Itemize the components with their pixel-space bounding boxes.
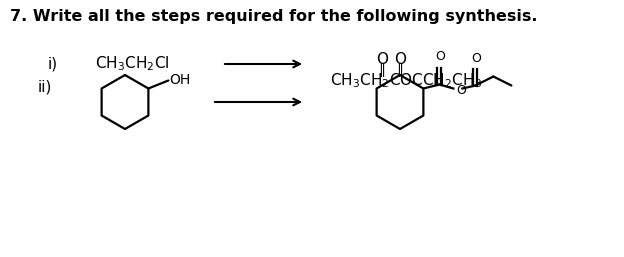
Text: O: O bbox=[456, 84, 466, 97]
Text: i): i) bbox=[48, 57, 58, 71]
Text: ∥: ∥ bbox=[379, 63, 386, 77]
Text: CH$_3$CH$_2$COCCH$_2$CH$_3$: CH$_3$CH$_2$COCCH$_2$CH$_3$ bbox=[330, 72, 482, 90]
Text: 7. Write all the steps required for the following synthesis.: 7. Write all the steps required for the … bbox=[10, 9, 537, 24]
Text: O: O bbox=[436, 50, 446, 63]
Text: OH: OH bbox=[169, 74, 191, 87]
Text: ∥: ∥ bbox=[396, 63, 404, 77]
Text: CH$_3$CH$_2$Cl: CH$_3$CH$_2$Cl bbox=[95, 55, 170, 73]
Text: ii): ii) bbox=[38, 79, 52, 95]
Text: O: O bbox=[394, 52, 406, 68]
Text: O: O bbox=[472, 51, 481, 65]
Text: O: O bbox=[376, 52, 388, 68]
